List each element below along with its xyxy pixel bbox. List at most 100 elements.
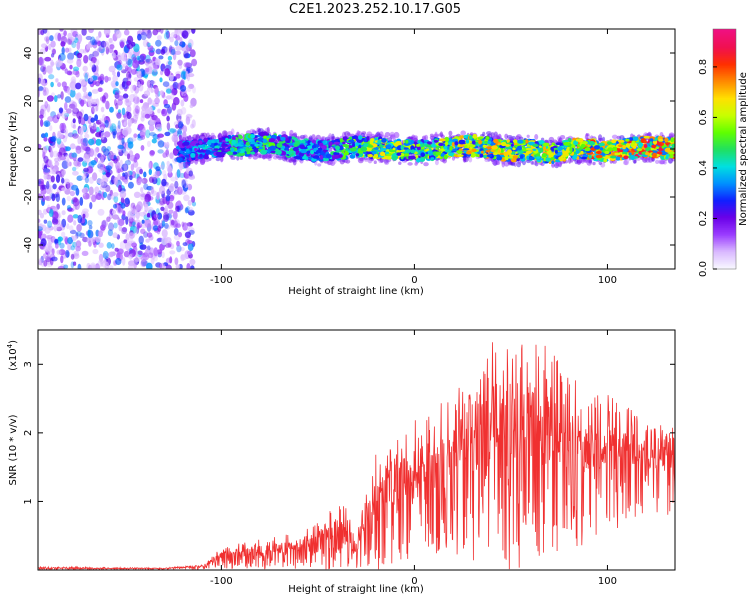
noise-cell — [181, 221, 185, 227]
noise-cell — [161, 108, 168, 117]
noise-cell — [99, 179, 105, 187]
noise-cell — [44, 101, 48, 109]
noise-cell — [54, 157, 59, 163]
halo-cell — [227, 131, 233, 136]
noise-cell — [130, 240, 136, 247]
noise-cell — [83, 54, 89, 64]
ridge-cell — [312, 155, 320, 159]
noise-cell — [143, 209, 148, 217]
noise-cell — [169, 46, 176, 55]
noise-cell — [144, 203, 149, 213]
ridge-cell — [504, 155, 509, 161]
noise-cell — [66, 205, 72, 210]
noise-cell — [133, 103, 138, 112]
noise-cell — [164, 46, 170, 56]
ridge-cell — [433, 139, 439, 143]
noise-cell — [103, 131, 111, 138]
ridge-cell — [643, 144, 648, 148]
noise-cell — [124, 197, 130, 205]
noise-cell — [54, 95, 58, 103]
noise-cell — [43, 168, 48, 175]
noise-cell — [77, 157, 84, 162]
noise-cell — [82, 65, 88, 72]
ridge-cell — [497, 142, 502, 146]
noise-cell — [95, 236, 102, 243]
ridge-cell — [194, 147, 198, 152]
noise-cell — [139, 244, 147, 250]
noise-cell — [161, 161, 165, 170]
halo-cell — [568, 157, 572, 164]
noise-cell — [95, 119, 102, 125]
ridge-cell — [288, 150, 293, 154]
ridge-cell — [316, 149, 322, 154]
noise-cell — [101, 95, 106, 103]
noise-cell — [69, 64, 73, 70]
noise-cell — [115, 257, 122, 266]
noise-cell — [143, 171, 147, 178]
noise-cell — [38, 56, 43, 66]
noise-cell — [169, 36, 174, 43]
noise-cell — [64, 114, 69, 121]
noise-cell — [165, 141, 170, 148]
noise-cell — [64, 154, 70, 162]
noise-cell — [141, 105, 147, 111]
ridge-cell — [336, 148, 340, 152]
noise-cell — [149, 150, 155, 156]
ridge-cell — [480, 150, 484, 154]
noise-cell — [85, 35, 92, 41]
noise-cell — [187, 38, 194, 48]
noise-cell — [41, 194, 46, 202]
noise-cell — [82, 154, 90, 163]
ridge-cell — [632, 136, 639, 141]
noise-cell — [123, 63, 129, 69]
ridge-cell — [299, 144, 306, 150]
noise-cell — [116, 155, 120, 162]
noise-cell — [184, 43, 190, 53]
noise-cell — [51, 193, 56, 202]
noise-cell — [123, 250, 130, 258]
noise-cell — [148, 160, 153, 170]
noise-cell — [116, 252, 121, 260]
noise-cell — [154, 218, 158, 228]
noise-cell — [155, 166, 161, 172]
noise-cell — [68, 103, 76, 109]
ridge-cell — [258, 146, 263, 150]
ridge-cell — [575, 150, 580, 154]
noise-cell — [144, 113, 151, 119]
noise-cell — [113, 155, 117, 160]
noise-cell — [182, 131, 187, 140]
noise-cell — [51, 53, 55, 58]
noise-cell — [182, 125, 188, 133]
noise-cell — [186, 263, 191, 269]
noise-cell — [115, 81, 119, 87]
ridge-cell — [360, 146, 368, 152]
ridge-cell — [548, 149, 552, 155]
ridge-cell — [465, 139, 470, 144]
noise-cell — [44, 226, 51, 234]
noise-cell — [133, 119, 138, 124]
noise-cell — [97, 260, 102, 268]
noise-cell — [183, 62, 190, 68]
noise-cell — [160, 63, 166, 72]
noise-cell — [121, 107, 126, 116]
ridge-cell — [599, 147, 604, 151]
noise-cell — [121, 227, 128, 233]
noise-cell — [187, 240, 193, 244]
ridge-cell — [532, 144, 539, 147]
noise-cell — [180, 254, 185, 262]
noise-cell — [182, 242, 188, 247]
noise-cell — [64, 146, 71, 152]
noise-cell — [116, 112, 122, 119]
ridge-cell — [396, 152, 402, 156]
noise-cell — [79, 232, 85, 238]
halo-cell — [460, 130, 467, 136]
ridge-cell — [551, 160, 555, 164]
noise-cell — [154, 121, 162, 128]
ridge-cell — [485, 136, 490, 140]
ridge-cell — [300, 148, 307, 154]
noise-cell — [130, 163, 135, 171]
noise-cell — [72, 198, 80, 207]
noise-cell — [52, 141, 56, 148]
noise-cell — [63, 113, 69, 118]
ridge-cell — [472, 133, 478, 139]
